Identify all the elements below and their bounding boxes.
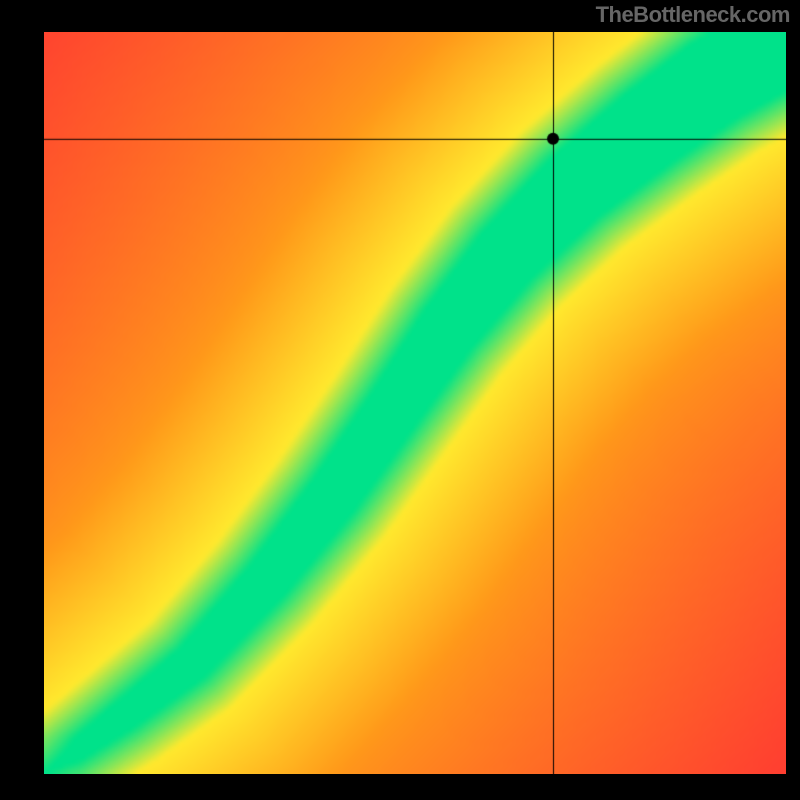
bottleneck-heatmap — [44, 32, 786, 774]
watermark-text: TheBottleneck.com — [596, 2, 790, 28]
